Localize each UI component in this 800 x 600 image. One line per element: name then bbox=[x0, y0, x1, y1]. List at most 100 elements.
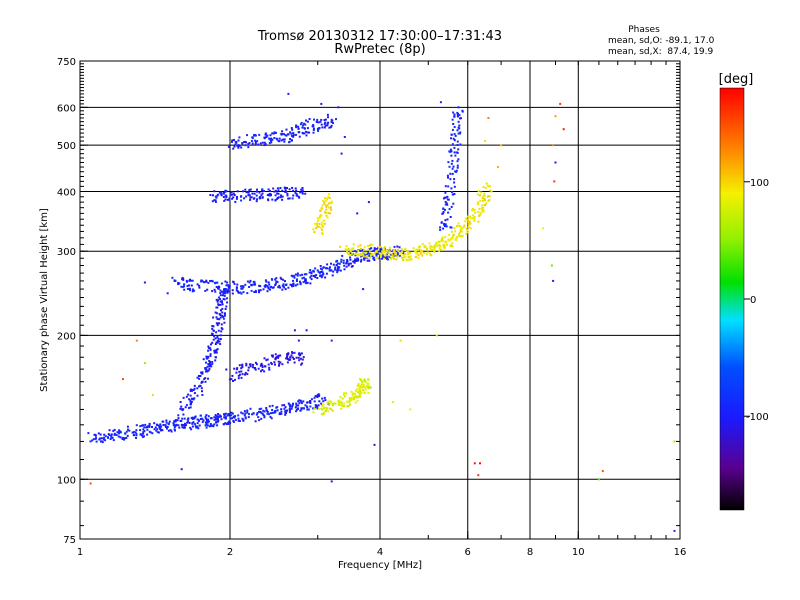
trace-point bbox=[435, 241, 438, 244]
trace-point bbox=[473, 217, 476, 220]
trace-point bbox=[455, 236, 458, 239]
trace-point bbox=[213, 199, 216, 202]
trace-point bbox=[225, 284, 228, 287]
trace-point bbox=[312, 275, 315, 277]
trace-point bbox=[262, 190, 265, 192]
trace-point bbox=[380, 253, 382, 256]
trace-point bbox=[336, 269, 339, 272]
trace-point bbox=[298, 352, 301, 355]
trace-point bbox=[268, 193, 271, 196]
trace-point bbox=[260, 417, 263, 420]
trace-point bbox=[178, 282, 181, 285]
trace-point bbox=[121, 436, 124, 439]
trace-point bbox=[108, 429, 111, 432]
trace-point bbox=[320, 207, 323, 210]
trace-point bbox=[456, 129, 459, 132]
trace-point bbox=[251, 192, 254, 195]
trace-point bbox=[217, 329, 220, 332]
trace-point bbox=[202, 358, 205, 361]
scatter-point bbox=[550, 264, 553, 267]
trace-point bbox=[248, 281, 251, 284]
trace-point bbox=[165, 421, 168, 424]
trace-point bbox=[313, 127, 315, 130]
trace-point bbox=[253, 197, 256, 200]
trace-point bbox=[467, 223, 470, 226]
trace-point bbox=[245, 364, 248, 367]
trace-point bbox=[193, 417, 196, 420]
trace-point bbox=[347, 405, 350, 408]
trace-point bbox=[324, 204, 327, 206]
trace-point bbox=[223, 294, 226, 297]
trace-point bbox=[267, 286, 270, 289]
trace-point bbox=[291, 139, 293, 142]
trace-point bbox=[438, 241, 441, 244]
trace-point bbox=[268, 194, 271, 197]
trace-point bbox=[443, 222, 445, 225]
trace-point bbox=[386, 258, 389, 261]
trace-point bbox=[331, 122, 334, 124]
scatter-point bbox=[479, 462, 481, 465]
trace-point bbox=[214, 418, 217, 421]
trace-point bbox=[357, 396, 360, 399]
trace-point bbox=[245, 362, 248, 365]
trace-point bbox=[449, 216, 452, 218]
trace-point bbox=[216, 324, 219, 327]
trace-point bbox=[243, 410, 246, 413]
trace-point bbox=[466, 218, 469, 221]
trace-point bbox=[116, 431, 119, 434]
trace-point bbox=[355, 250, 358, 253]
trace-point bbox=[419, 252, 422, 255]
trace-point bbox=[213, 288, 216, 291]
trace-point bbox=[402, 252, 405, 255]
trace-point bbox=[216, 341, 219, 344]
trace-point bbox=[459, 131, 462, 134]
trace-point bbox=[316, 407, 319, 410]
trace-point bbox=[388, 246, 391, 249]
trace-point bbox=[270, 141, 273, 144]
trace-point bbox=[489, 189, 492, 192]
trace-point bbox=[294, 284, 297, 287]
trace-point bbox=[455, 238, 457, 241]
trace-point bbox=[206, 424, 209, 427]
trace-point bbox=[113, 432, 116, 435]
trace-point bbox=[464, 217, 467, 220]
trace-point bbox=[241, 287, 244, 290]
trace-point bbox=[331, 404, 334, 407]
trace-point bbox=[318, 394, 321, 397]
trace-point bbox=[298, 131, 301, 134]
trace-point bbox=[178, 426, 181, 429]
trace-point bbox=[266, 358, 269, 361]
trace-point bbox=[238, 370, 241, 373]
trace-point bbox=[257, 289, 260, 292]
trace-point bbox=[220, 282, 223, 285]
trace-point bbox=[313, 270, 315, 273]
y-tick-label: 75 bbox=[63, 535, 76, 546]
trace-point bbox=[460, 234, 463, 237]
trace-point bbox=[164, 424, 167, 427]
trace-point bbox=[320, 118, 323, 121]
trace-point bbox=[313, 400, 316, 403]
trace-point bbox=[290, 407, 293, 410]
trace-point bbox=[263, 144, 266, 147]
trace-point bbox=[328, 197, 331, 199]
trace-point bbox=[415, 252, 418, 255]
trace-point bbox=[409, 251, 411, 254]
trace-point bbox=[212, 325, 215, 328]
trace-point bbox=[459, 143, 462, 146]
trace-point bbox=[222, 292, 225, 295]
trace-point bbox=[259, 142, 262, 145]
trace-point bbox=[256, 412, 259, 415]
trace-point bbox=[367, 245, 369, 247]
trace-point bbox=[167, 429, 170, 432]
trace-point bbox=[264, 284, 267, 287]
trace-point bbox=[286, 361, 289, 364]
trace-point bbox=[190, 401, 193, 403]
trace-point bbox=[395, 253, 398, 256]
trace-point bbox=[261, 412, 264, 415]
trace-point bbox=[230, 411, 233, 414]
trace-point bbox=[284, 134, 287, 137]
trace-point bbox=[271, 411, 274, 414]
trace-point bbox=[438, 250, 441, 253]
trace-point bbox=[354, 250, 356, 253]
trace-point bbox=[277, 192, 280, 195]
